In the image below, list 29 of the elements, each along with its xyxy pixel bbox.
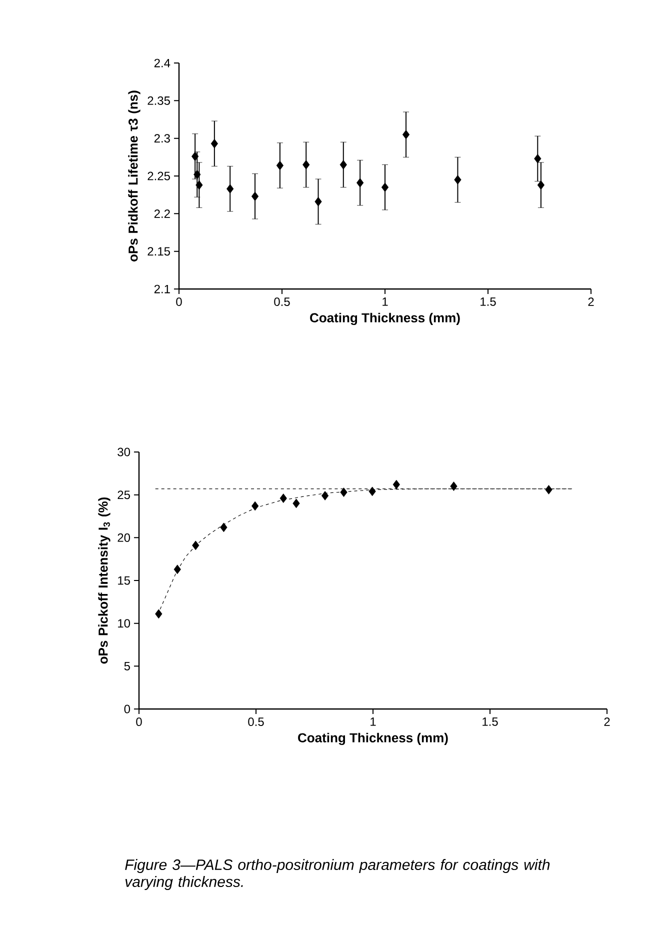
y-tick-label: 2.2	[154, 209, 170, 218]
caption: Figure 3—PALS ortho-positronium parameters for coatings with varying thickness.	[125, 859, 550, 890]
y-tick-label: 20	[118, 533, 130, 542]
x-tick-label: 1.5	[480, 298, 496, 306]
x-tick-label: 1.5	[482, 718, 498, 726]
y-tick-label: 2.15	[148, 247, 170, 256]
y-tick-label: 2.3	[154, 134, 170, 143]
x-tick-label: 0.5	[248, 718, 264, 726]
y-tick-label: 2.1	[154, 284, 170, 294]
y-tick-label: 2.4	[154, 58, 170, 68]
x-axis-title: Coating Thickness (mm)	[298, 732, 448, 746]
y-tick-label: 15	[118, 576, 130, 585]
x-tick-label: 2	[588, 298, 594, 306]
y-tick-label: 0	[124, 704, 130, 714]
x-tick-label: 0	[136, 718, 142, 726]
x-tick-label: 0.5	[274, 298, 290, 306]
y-tick-label: 2.25	[148, 172, 170, 180]
x-axis-title: Coating Thickness (mm)	[310, 312, 460, 326]
y-tick-label: 30	[118, 448, 130, 456]
x-tick-label: 2	[604, 718, 610, 726]
y-axis-title: oPs Pidkoff Lifetime τ3 (ns)	[128, 90, 140, 262]
y-tick-label: 25	[118, 490, 130, 500]
x-tick-label: 0	[176, 298, 182, 306]
x-tick-label: 1	[370, 718, 376, 726]
y-tick-label: 10	[118, 619, 130, 628]
x-tick-label: 1	[382, 298, 388, 306]
y-tick-label: 2.35	[148, 96, 170, 105]
y-axis-title: oPs Pickoff Intensity I$_{3}$ (%)	[98, 497, 110, 664]
y-tick-label: 5	[124, 662, 130, 670]
